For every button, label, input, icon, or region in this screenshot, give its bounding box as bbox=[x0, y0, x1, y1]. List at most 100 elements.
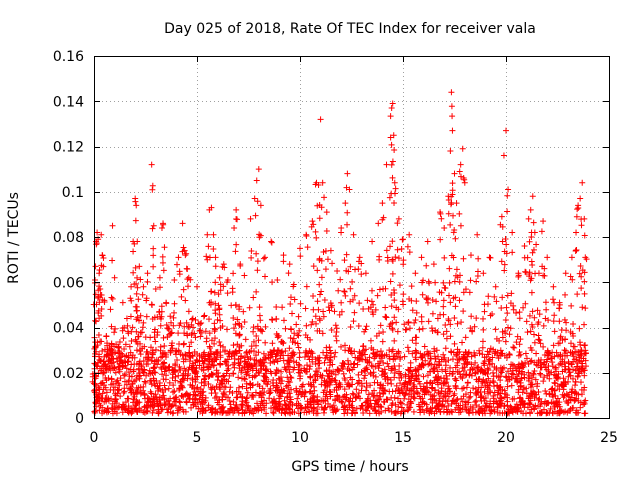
data-point bbox=[504, 292, 511, 299]
data-point bbox=[528, 381, 535, 388]
data-point bbox=[389, 388, 396, 395]
data-point bbox=[104, 351, 111, 358]
data-point bbox=[286, 390, 293, 397]
data-point bbox=[279, 304, 286, 311]
data-point bbox=[180, 358, 187, 365]
data-point bbox=[271, 404, 278, 411]
data-point bbox=[355, 371, 362, 378]
data-point bbox=[280, 252, 287, 259]
data-point bbox=[364, 357, 371, 364]
data-point bbox=[453, 266, 460, 273]
data-point bbox=[367, 369, 374, 376]
data-point bbox=[254, 267, 261, 274]
data-point bbox=[262, 366, 269, 373]
data-point bbox=[389, 158, 396, 165]
data-point bbox=[286, 345, 293, 352]
data-point bbox=[570, 404, 577, 411]
data-point bbox=[437, 408, 444, 415]
data-point bbox=[337, 383, 344, 390]
data-point bbox=[111, 406, 118, 413]
data-point bbox=[392, 254, 399, 261]
data-point bbox=[151, 314, 158, 321]
data-point bbox=[157, 402, 164, 409]
data-point bbox=[529, 393, 536, 400]
data-point bbox=[397, 380, 404, 387]
data-point bbox=[158, 313, 165, 320]
data-point bbox=[442, 366, 449, 373]
data-point bbox=[103, 398, 110, 405]
data-point bbox=[453, 353, 460, 360]
data-point bbox=[347, 285, 354, 292]
data-point bbox=[451, 340, 458, 347]
data-point bbox=[286, 369, 293, 376]
data-point bbox=[294, 395, 301, 402]
data-point bbox=[390, 132, 397, 139]
data-point bbox=[313, 320, 320, 327]
data-point bbox=[444, 376, 451, 383]
data-point bbox=[523, 318, 530, 325]
data-point bbox=[387, 113, 394, 120]
data-point bbox=[563, 319, 570, 326]
data-point bbox=[432, 327, 439, 334]
data-point bbox=[449, 191, 456, 198]
data-point bbox=[236, 343, 243, 350]
data-point bbox=[441, 254, 448, 261]
data-point bbox=[442, 321, 449, 328]
data-point bbox=[186, 343, 193, 350]
data-point bbox=[302, 349, 309, 356]
data-point bbox=[135, 366, 142, 373]
data-point bbox=[289, 401, 296, 408]
data-point bbox=[266, 390, 273, 397]
data-point bbox=[343, 391, 350, 398]
data-point bbox=[508, 370, 515, 377]
data-point bbox=[232, 330, 239, 337]
data-point bbox=[141, 369, 148, 376]
data-point bbox=[350, 391, 357, 398]
data-point bbox=[575, 370, 582, 377]
data-point bbox=[208, 337, 215, 344]
data-point bbox=[422, 357, 429, 364]
data-point bbox=[351, 348, 358, 355]
data-point bbox=[295, 332, 302, 339]
data-point bbox=[289, 310, 296, 317]
data-point bbox=[286, 261, 293, 268]
data-point bbox=[467, 252, 474, 259]
data-point bbox=[155, 409, 162, 416]
data-point bbox=[447, 364, 454, 371]
data-point bbox=[542, 387, 549, 394]
data-point bbox=[578, 222, 585, 229]
data-point bbox=[363, 364, 370, 371]
data-point bbox=[498, 350, 505, 357]
data-point bbox=[134, 409, 141, 416]
data-point bbox=[191, 385, 198, 392]
data-point bbox=[362, 270, 369, 277]
data-point bbox=[111, 329, 118, 336]
data-point bbox=[270, 410, 277, 417]
data-point bbox=[140, 283, 147, 290]
data-point bbox=[486, 388, 493, 395]
data-point bbox=[457, 161, 464, 168]
data-point bbox=[445, 393, 452, 400]
data-point bbox=[550, 393, 557, 400]
data-point bbox=[457, 173, 464, 180]
data-point bbox=[441, 224, 448, 231]
data-point bbox=[189, 315, 196, 322]
data-point bbox=[553, 366, 560, 373]
data-point bbox=[191, 388, 198, 395]
data-point bbox=[379, 338, 386, 345]
data-point bbox=[369, 238, 376, 245]
data-point bbox=[296, 388, 303, 395]
data-point bbox=[121, 346, 128, 353]
data-point bbox=[286, 379, 293, 386]
data-point bbox=[562, 336, 569, 343]
data-point bbox=[168, 342, 175, 349]
data-point bbox=[529, 249, 536, 256]
data-point bbox=[469, 327, 476, 334]
data-point bbox=[188, 339, 195, 346]
data-point bbox=[338, 308, 345, 315]
data-point bbox=[478, 393, 485, 400]
data-point bbox=[475, 409, 482, 416]
x-axis-title: GPS time / hours bbox=[291, 459, 408, 475]
data-point bbox=[233, 216, 240, 223]
data-point bbox=[143, 349, 150, 356]
